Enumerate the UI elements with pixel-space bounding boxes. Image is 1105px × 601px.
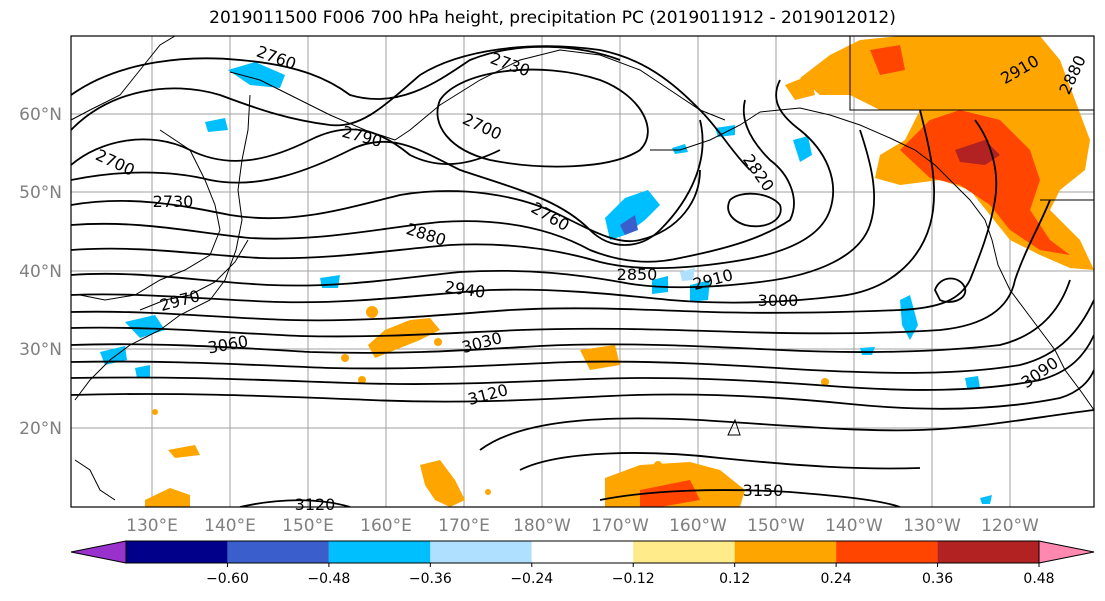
colorbar-tick-label: −0.36 bbox=[409, 571, 452, 587]
colorbar-tick-label: −0.24 bbox=[510, 571, 553, 587]
colorbar-frame bbox=[125, 540, 1040, 564]
colorbar-extend-high bbox=[1038, 540, 1095, 564]
lat-label: 40°N bbox=[19, 262, 62, 282]
colorbar-extend-low bbox=[70, 540, 127, 564]
lon-label: 160°W bbox=[669, 516, 727, 536]
contour-label: 3000 bbox=[758, 291, 799, 310]
colorbar-segment bbox=[531, 541, 634, 563]
lon-label: 150°W bbox=[747, 516, 805, 536]
colorbar-segment bbox=[126, 541, 228, 563]
contour-label: 2850 bbox=[617, 265, 658, 284]
map-title: 2019011500 F006 700 hPa height, precipit… bbox=[209, 8, 896, 28]
lon-label: 170°W bbox=[591, 516, 649, 536]
lon-label: 140°W bbox=[825, 516, 883, 536]
lon-label: 150°E bbox=[282, 516, 334, 536]
colorbar-segment bbox=[734, 541, 837, 563]
lon-label: 130°W bbox=[903, 516, 961, 536]
plot-frame bbox=[70, 35, 1095, 508]
contour-label: 3120 bbox=[295, 495, 336, 514]
colorbar: −0.60 −0.48 −0.36 −0.24 −0.12 0.12 0.24 0.36 0.4… bbox=[70, 540, 1095, 587]
lon-label: 130°E bbox=[126, 516, 178, 536]
colorbar-segment bbox=[227, 541, 329, 563]
negative-precip-shading bbox=[100, 62, 992, 504]
colorbar-segment bbox=[633, 541, 735, 563]
lon-label: 140°E bbox=[204, 516, 256, 536]
contour-label: 3150 bbox=[743, 481, 784, 500]
colorbar-segment bbox=[836, 541, 938, 563]
colorbar-tick-label: 0.12 bbox=[719, 571, 750, 587]
colorbar-tick-label: 0.36 bbox=[922, 571, 953, 587]
colorbar-tick-label: 0.24 bbox=[821, 571, 852, 587]
lat-label: 50°N bbox=[19, 183, 62, 203]
colorbar-tick-label: 0.48 bbox=[1023, 571, 1054, 587]
colorbar-tick-label: −0.48 bbox=[307, 571, 350, 587]
lat-label: 60°N bbox=[19, 105, 62, 125]
lon-label: 120°W bbox=[981, 516, 1039, 536]
height-contours bbox=[71, 45, 1094, 507]
colorbar-tick-label: −0.12 bbox=[612, 571, 655, 587]
longitude-labels: 130°E 140°E 150°E 160°E 170°E 180°W 170°… bbox=[126, 516, 1039, 536]
colorbar-segment bbox=[328, 541, 431, 563]
contour-label: 2730 bbox=[153, 192, 194, 211]
colorbar-segment bbox=[937, 541, 1039, 563]
colorbar-tick-label: −0.60 bbox=[206, 571, 249, 587]
latitude-labels: 60°N 50°N 40°N 30°N 20°N bbox=[19, 105, 62, 439]
lat-label: 20°N bbox=[19, 419, 62, 439]
lon-label: 180°W bbox=[513, 516, 571, 536]
lon-label: 160°E bbox=[360, 516, 412, 536]
lat-label: 30°N bbox=[19, 340, 62, 360]
lon-label: 170°E bbox=[438, 516, 490, 536]
colorbar-segment bbox=[430, 541, 532, 563]
positive-precip-shading bbox=[145, 36, 1094, 507]
